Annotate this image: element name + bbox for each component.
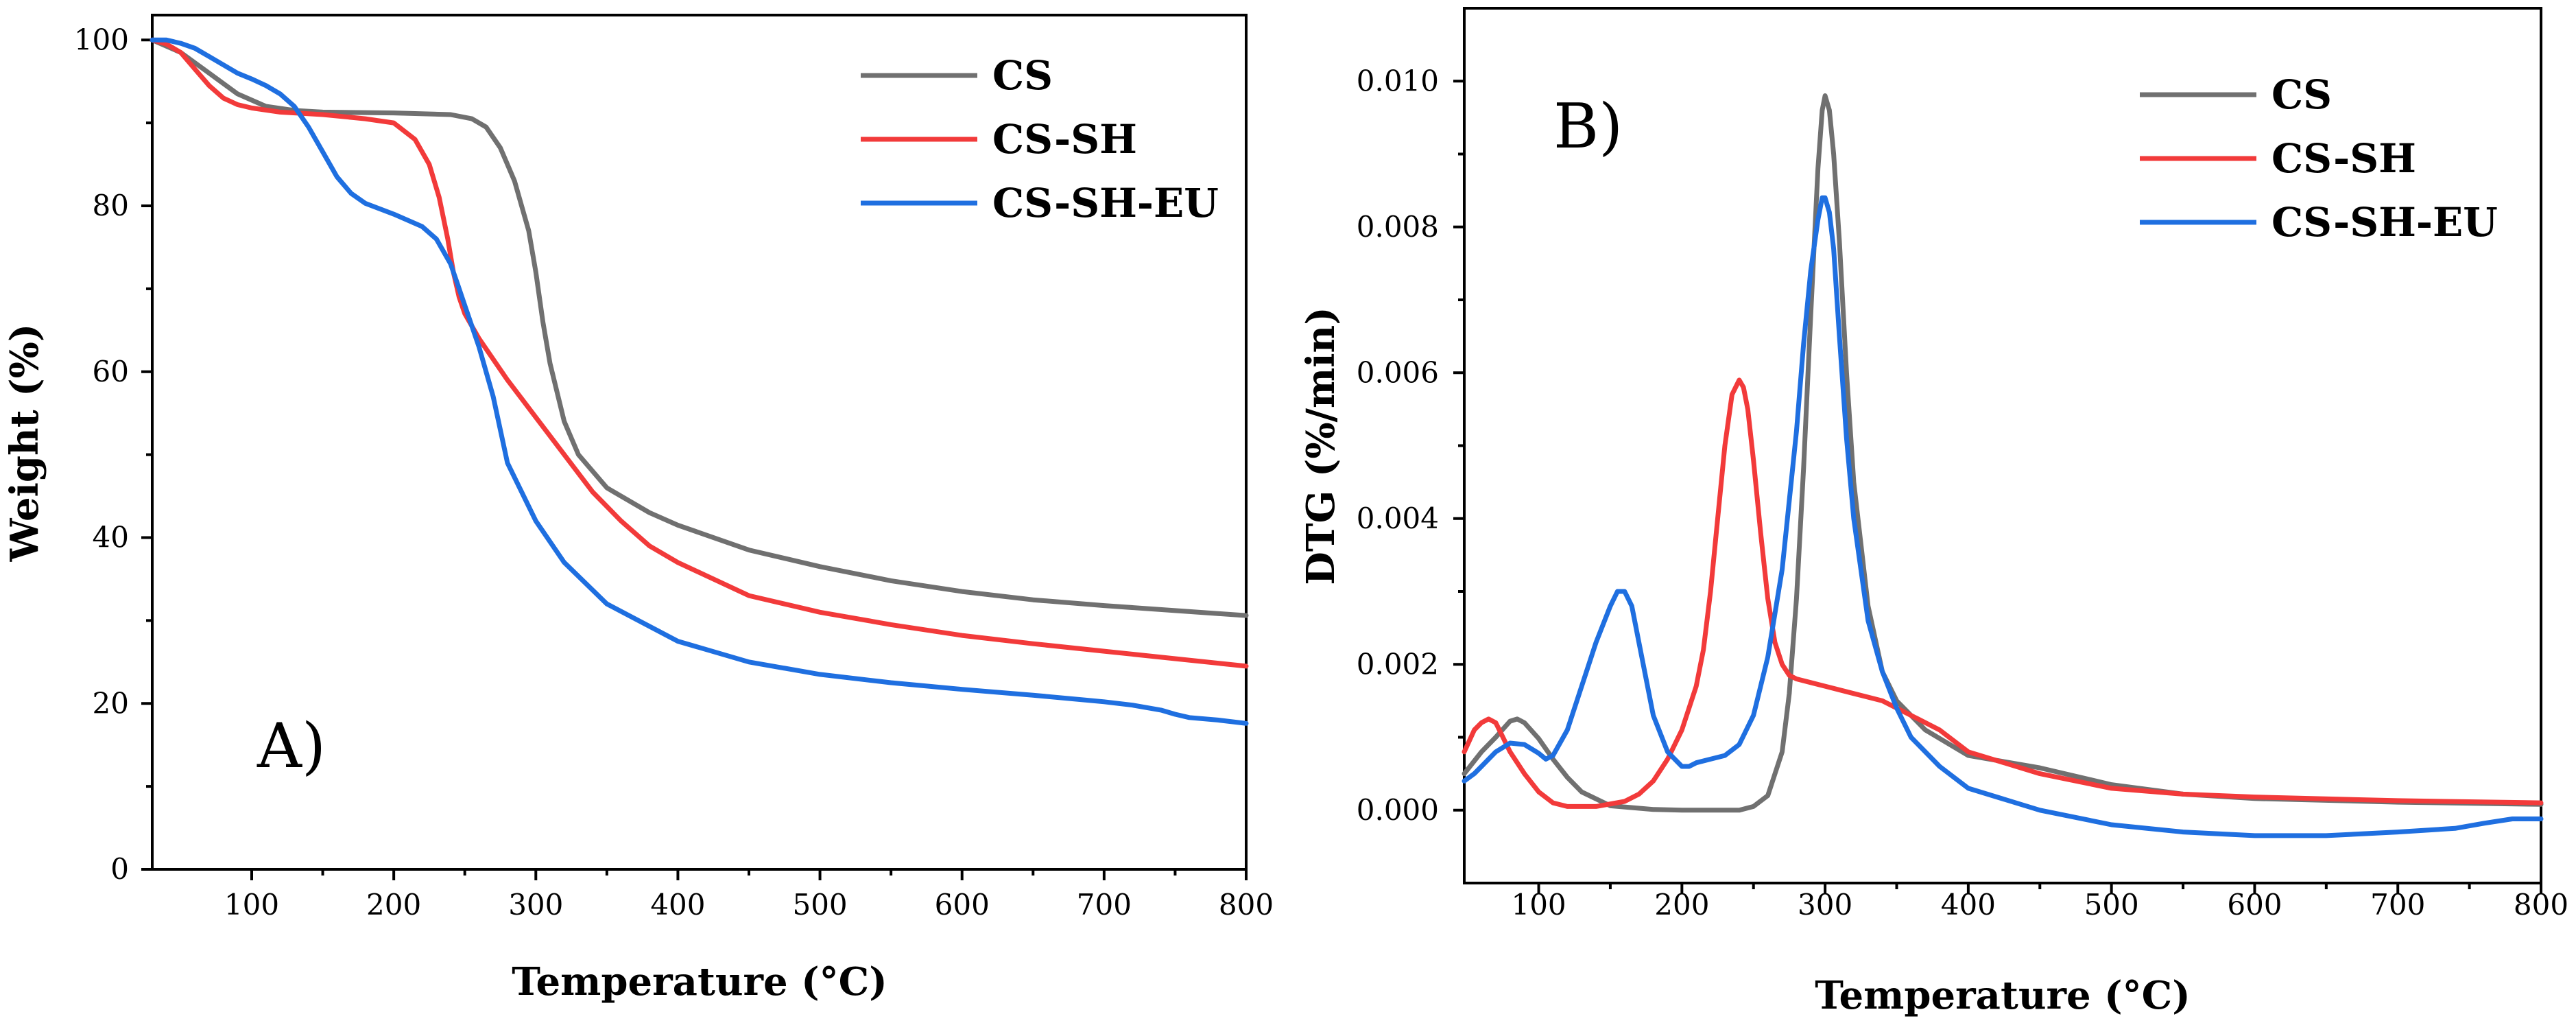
y-tick-label: 20 — [93, 686, 129, 720]
x-tick-label: 600 — [935, 888, 990, 921]
x-tick-label: 400 — [650, 888, 705, 921]
y-tick-label: 0.000 — [1357, 793, 1439, 827]
panel-a-gridless-plot-area — [151, 14, 1248, 871]
y-tick-label: 100 — [74, 23, 129, 56]
panel-a-y-ticks: 0 20 40 60 80 100 — [74, 23, 152, 886]
panel-b-y-ticks: 0.000 0.002 0.004 0.006 0.008 0.010 — [1357, 64, 1464, 827]
y-tick-label: 60 — [93, 355, 129, 388]
series-line-cs-sh — [150, 37, 1249, 669]
y-tick-label: 40 — [93, 521, 129, 554]
legend-label-cs-sh-eu: CS-SH-EU — [2271, 199, 2498, 246]
panel-a-label: A) — [257, 710, 326, 782]
panel-b-dtg-chart: 100 200 300 400 500 600 700 800 0.000 0.002 0.004… — [1298, 7, 2568, 1018]
series-line-cs — [150, 37, 1249, 618]
y-tick-label: 0.004 — [1357, 502, 1439, 535]
series-line-cs-sh-eu — [1462, 195, 2544, 838]
panel-b-legend: CS CS-SH CS-SH-EU — [2140, 71, 2498, 246]
x-tick-label: 700 — [2370, 888, 2425, 921]
y-tick-label: 0.010 — [1357, 64, 1439, 97]
x-tick-label: 800 — [1219, 888, 1274, 921]
x-tick-label: 600 — [2227, 888, 2282, 921]
panel-b-x-axis-label: Temperature (°C) — [1815, 973, 2190, 1018]
x-tick-label: 200 — [1654, 888, 1709, 921]
panel-b-y-axis-label: DTG (%/min) — [1298, 307, 1344, 585]
series-line-cs-sh — [1462, 377, 2544, 809]
y-tick-label: 0.008 — [1357, 210, 1439, 244]
y-tick-label: 80 — [93, 189, 129, 222]
x-tick-label: 300 — [508, 888, 563, 921]
series-line-cs-sh-eu — [150, 37, 1249, 726]
x-tick-label: 200 — [366, 888, 421, 921]
y-tick-label: 0 — [110, 852, 129, 886]
x-tick-label: 400 — [1941, 888, 1996, 921]
y-tick-label: 0.002 — [1357, 647, 1439, 681]
legend-label-cs-sh: CS-SH — [2271, 135, 2416, 182]
legend-label-cs-sh-eu: CS-SH-EU — [992, 180, 1219, 226]
x-tick-label: 800 — [2514, 888, 2568, 921]
y-tick-label: 0.006 — [1357, 355, 1439, 389]
panel-a-series — [150, 37, 1249, 726]
panel-b-label: B) — [1553, 91, 1623, 163]
legend-label-cs: CS — [992, 52, 1053, 99]
panel-b-x-ticks: 100 200 300 400 500 600 700 800 — [1511, 883, 2568, 921]
legend-label-cs-sh: CS-SH — [992, 116, 1137, 163]
x-tick-label: 300 — [1798, 888, 1852, 921]
panel-a-y-axis-label: Weight (%) — [2, 324, 47, 563]
series-line-cs — [1462, 93, 2544, 813]
x-tick-label: 500 — [2084, 888, 2139, 921]
x-tick-label: 100 — [224, 888, 279, 921]
panel-a-x-axis-label: Temperature (°C) — [512, 959, 887, 1004]
x-tick-label: 100 — [1511, 888, 1566, 921]
panel-a-legend: CS CS-SH CS-SH-EU — [861, 52, 1219, 226]
x-tick-label: 700 — [1077, 888, 1132, 921]
panel-b-series — [1462, 93, 2544, 838]
panel-a-weight-chart: 100 200 300 400 500 600 700 800 0 20 40 60 80 100 CS… — [2, 14, 1274, 1004]
panel-a-x-ticks: 100 200 300 400 500 600 700 800 — [224, 869, 1274, 921]
panel-a-plot-frame — [151, 14, 1248, 871]
legend-label-cs: CS — [2271, 71, 2332, 118]
x-tick-label: 500 — [792, 888, 847, 921]
